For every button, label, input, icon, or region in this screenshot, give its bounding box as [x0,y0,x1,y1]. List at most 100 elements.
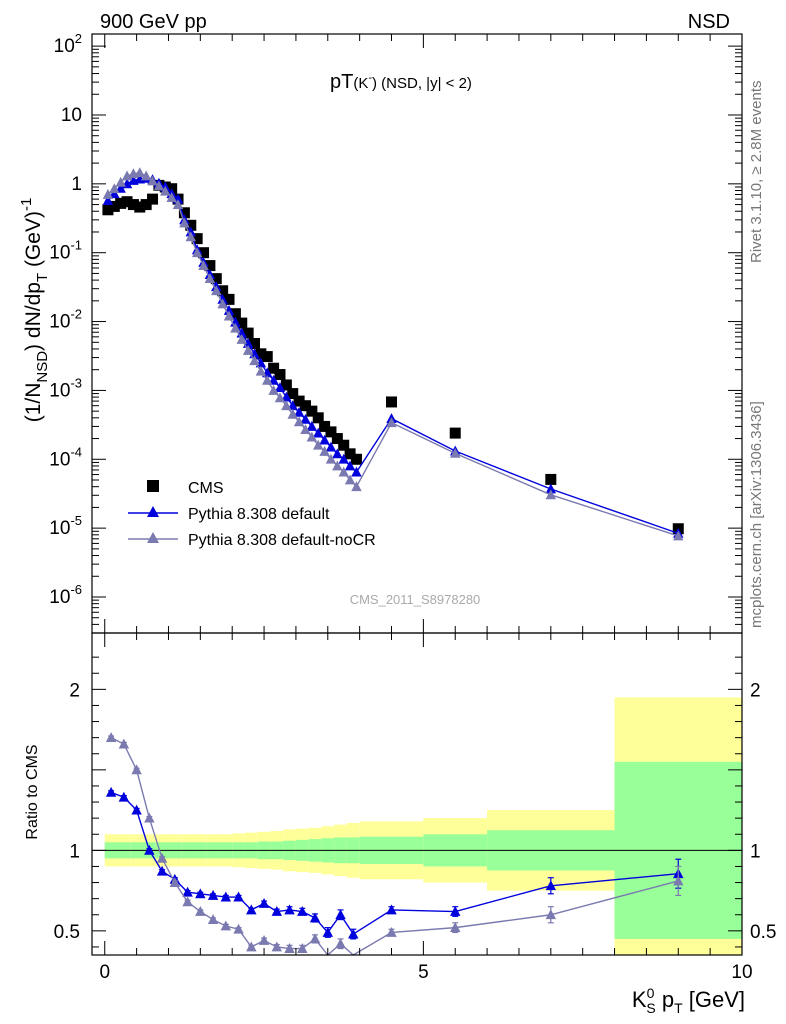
y-tick-label: 10-3 [49,375,82,401]
ratio-series-1 [105,732,684,957]
data-point [319,445,330,456]
data-point [153,180,165,191]
data-point [450,447,461,458]
data-point [344,474,356,485]
data-point [300,413,311,424]
ratio-point [182,886,193,897]
ratio-point [545,880,557,891]
data-point [249,338,260,350]
data-point [325,453,337,464]
legend-nocr-marker [147,532,159,543]
ratio-point [220,891,232,902]
data-point [255,365,267,376]
data-point [306,405,318,417]
data-point [178,207,190,219]
y-tick-label: 10 [61,105,82,126]
data-point [274,392,286,403]
ratio-point [195,906,206,916]
ratio-point [207,889,219,900]
data-point [386,417,397,428]
ratio-point [246,941,257,952]
data-point [121,196,133,208]
data-point [293,406,305,417]
ratio-point [297,943,308,953]
ratio-point [673,875,684,886]
ratio-point [105,786,117,797]
data-point [312,412,324,424]
ratio-point [118,791,130,802]
ratio-y-axis-label: Ratio to CMS [24,744,41,839]
y-tick-label: 10-6 [49,582,82,608]
data-point [108,200,120,212]
data-point [217,298,228,309]
data-point [281,391,292,402]
data-point [109,183,120,194]
ratio-point [450,906,461,916]
data-point [109,188,120,199]
data-point [306,420,318,431]
plot-title: pT(K-) (NSD, |y| < 2) [330,71,472,93]
ratio-point [309,912,321,923]
data-point [102,204,114,216]
ratio-point [258,935,270,945]
x-tick-label: 0 [99,962,110,983]
data-point [191,233,203,245]
y-tick-label: 10-1 [49,238,82,264]
series-2 [102,167,684,541]
watermark: CMS_2011_S8978280 [350,592,481,607]
x-axis-label: K0 S pT [GeV] [632,985,745,1016]
data-point [300,424,311,434]
data-point [332,448,343,459]
y-tick-label: 102 [54,31,82,57]
ratio-point [335,909,346,920]
ratio-y-tick-label: 1 [750,841,761,862]
ratio-uncertainty-bands [92,697,742,955]
data-point [287,408,298,419]
data-point [115,182,126,193]
header-right: NSD [688,11,730,33]
y-tick-label: 10-4 [49,444,82,470]
data-point [299,400,311,412]
data-point [166,192,177,203]
data-point [350,453,362,465]
data-point [449,427,461,439]
data-point [140,170,152,181]
x-tick-label: 10 [731,962,752,983]
ratio-point [156,852,168,863]
data-point [230,322,241,333]
data-point [262,374,273,385]
data-point [331,433,343,445]
data-point [268,384,279,395]
ratio-point [195,888,206,899]
ratio-point [284,943,295,953]
data-point [261,351,273,363]
data-point [313,427,324,438]
data-point [160,185,171,196]
ratio-point [246,904,257,915]
ratio-point [545,909,557,920]
main-plot-series [102,167,684,541]
data-point [338,453,349,464]
data-point [102,195,114,206]
data-point [191,247,203,258]
ratio-y-tick-label: 2 [69,680,80,701]
ratio-line [110,791,679,936]
ratio-point [271,941,283,952]
data-point [204,273,216,284]
data-point [545,489,557,500]
data-point [338,466,349,477]
data-point [223,293,235,305]
ratio-point [335,938,346,949]
data-point [545,483,557,494]
data-point [351,466,362,477]
data-point [545,473,557,485]
main-y-axis-label: (1/NNSD) dN/dpT (GeV)-1 [18,198,51,423]
ratio-y-tick-label: 0.5 [54,922,80,943]
data-point [140,199,152,211]
ratio-point [207,914,219,924]
data-point [115,176,126,187]
y-tick-label: 10-2 [49,307,82,333]
data-point [229,308,241,320]
data-point [293,395,305,407]
